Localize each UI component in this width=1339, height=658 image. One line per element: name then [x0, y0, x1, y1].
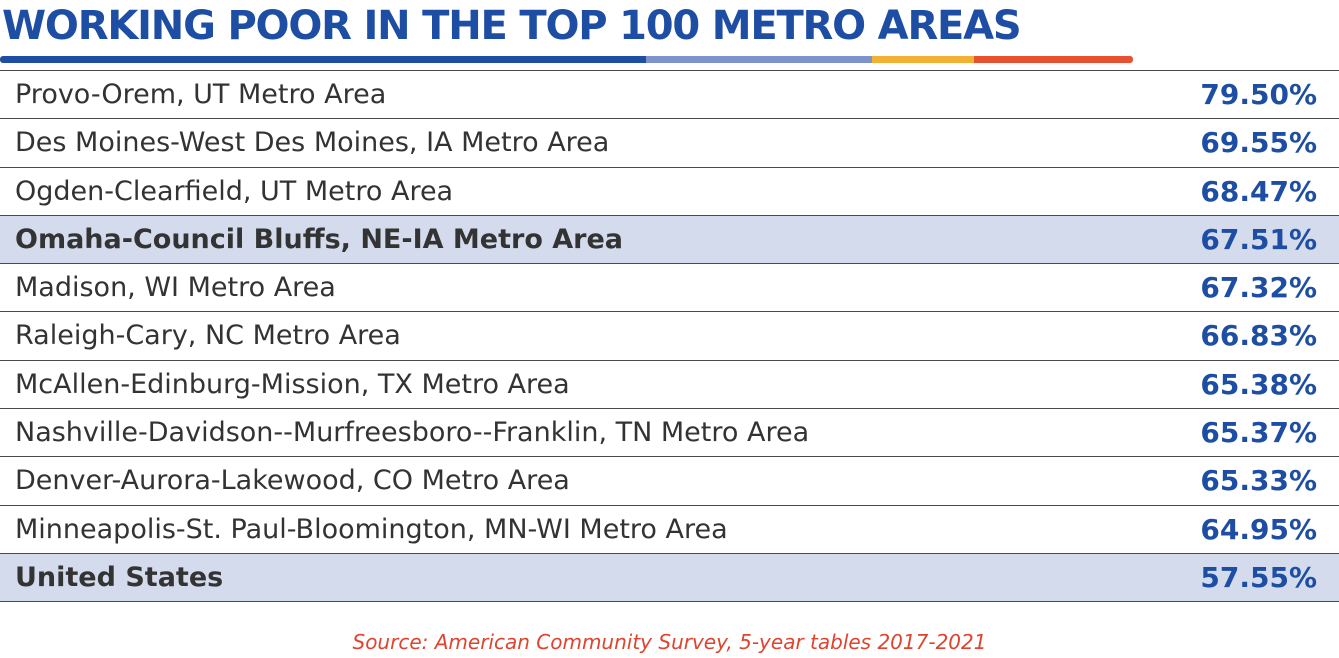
rule-segment-2 [645, 56, 873, 63]
row-label: Raleigh-Cary, NC Metro Area [15, 320, 401, 352]
metro-table: Provo-Orem, UT Metro Area 79.50% Des Moine… [0, 70, 1339, 603]
row-label: Omaha-Council Bluffs, NE-IA Metro Area [15, 223, 624, 255]
rule-segment-1 [0, 56, 646, 63]
source-note: Source: American Community Survey, 5-yea… [0, 628, 1339, 656]
row-label: United States [15, 561, 224, 593]
table-row: Ogden-Clearfield, UT Metro Area 68.47% [0, 168, 1339, 216]
table-row: Denver-Aurora-Lakewood, CO Metro Area 65.… [0, 457, 1339, 506]
row-value: 69.55% [1200, 126, 1317, 160]
row-value: 65.37% [1200, 416, 1317, 450]
row-value: 68.47% [1200, 174, 1317, 208]
row-label: Nashville-Davidson--Murfreesboro--Frankl… [15, 417, 810, 449]
row-value: 67.51% [1200, 222, 1317, 256]
table-row: United States 57.55% [0, 553, 1339, 603]
rule-segment-4 [974, 56, 1133, 63]
row-value: 65.33% [1200, 464, 1317, 498]
table-row: Madison, WI Metro Area 67.32% [0, 264, 1339, 313]
table-row: Nashville-Davidson--Murfreesboro--Frankl… [0, 409, 1339, 458]
table-row: Omaha-Council Bluffs, NE-IA Metro Area 67… [0, 215, 1339, 265]
source-text: American Community Survey, 5-year tables… [434, 630, 987, 654]
table-row: Des Moines-West Des Moines, IA Metro Are… [0, 119, 1339, 168]
row-label: Ogden-Clearfield, UT Metro Area [15, 175, 454, 207]
row-value: 79.50% [1200, 78, 1317, 111]
row-value: 65.38% [1200, 367, 1317, 401]
title-underline [0, 56, 1133, 63]
row-label: Madison, WI Metro Area [15, 272, 336, 304]
table-row: Provo-Orem, UT Metro Area 79.50% [0, 71, 1339, 120]
table-row: Raleigh-Cary, NC Metro Area 66.83% [0, 312, 1339, 361]
row-value: 67.32% [1200, 271, 1317, 305]
row-label: Denver-Aurora-Lakewood, CO Metro Area [15, 465, 570, 497]
row-value: 66.83% [1200, 319, 1317, 353]
row-value: 64.95% [1200, 512, 1317, 546]
source-prefix: Source: [352, 630, 429, 654]
chart-title: WORKING POOR IN THE TOP 100 METRO AREAS [2, 3, 1022, 49]
row-label: Des Moines-West Des Moines, IA Metro Are… [15, 127, 610, 159]
row-label: Minneapolis-St. Paul-Bloomington, MN-WI … [15, 513, 728, 545]
table-row: McAllen-Edinburg-Mission, TX Metro Area 6… [0, 361, 1339, 410]
row-label: Provo-Orem, UT Metro Area [15, 79, 387, 110]
rule-segment-3 [872, 56, 975, 63]
table-row: Minneapolis-St. Paul-Bloomington, MN-WI … [0, 506, 1339, 554]
row-value: 57.55% [1200, 560, 1317, 594]
row-label: McAllen-Edinburg-Mission, TX Metro Area [15, 368, 570, 400]
